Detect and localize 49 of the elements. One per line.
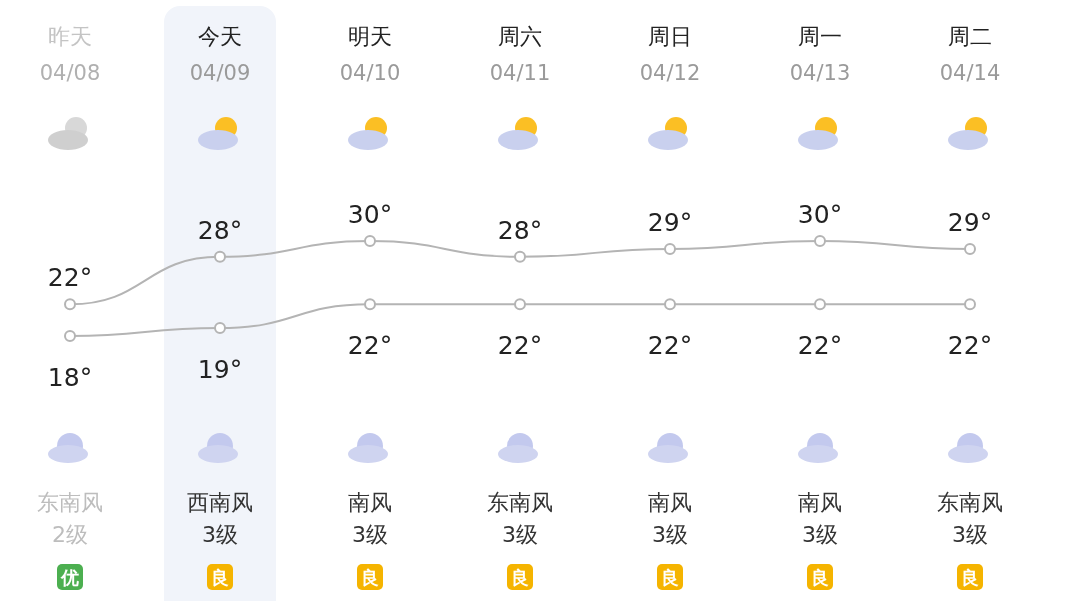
x-tick-label: 明天 04/10 xyxy=(339,24,401,85)
data-label: 22° xyxy=(947,331,993,361)
text: 优 xyxy=(60,567,79,588)
text: 东南风 3级 xyxy=(937,490,1003,547)
x-tick-label: 周二 04/14 xyxy=(939,24,1001,85)
point xyxy=(214,250,226,263)
point xyxy=(514,250,526,263)
data-label: 28° xyxy=(197,215,243,245)
data-label: 22° xyxy=(497,331,543,361)
point xyxy=(214,322,226,335)
data-label: 22° xyxy=(647,331,693,361)
text: 西南风 3级 xyxy=(187,490,253,547)
x-tick-label: 周六 04/11 xyxy=(489,24,551,85)
data-label: 28° xyxy=(497,215,543,245)
point xyxy=(814,298,826,311)
point xyxy=(64,298,76,311)
text: 良 xyxy=(961,567,979,588)
data-label: 30° xyxy=(347,200,393,229)
x-tick-label: 周一 04/13 xyxy=(789,24,851,85)
data-label: 19° xyxy=(197,355,243,385)
text: 良 xyxy=(211,567,229,588)
point xyxy=(64,330,76,342)
data-label: 22° xyxy=(47,263,93,293)
point xyxy=(514,298,526,311)
x-tick-label: 昨天 04/08 xyxy=(39,24,101,85)
x-tick-label: 周日 04/12 xyxy=(639,24,701,85)
point xyxy=(814,235,826,247)
x-tick-label: 今天 04/09 xyxy=(189,24,251,85)
point xyxy=(664,242,676,255)
text: 东南风 3级 xyxy=(487,490,553,547)
point xyxy=(964,298,976,311)
data-label: 29° xyxy=(647,207,693,237)
data-label: 30° xyxy=(797,200,843,229)
text: 良 xyxy=(811,567,829,588)
point xyxy=(364,298,376,311)
data-label: 22° xyxy=(347,331,393,361)
point xyxy=(964,242,976,255)
data-label: 29° xyxy=(947,207,993,237)
text: 良 xyxy=(511,567,529,588)
text: 南风 3级 xyxy=(798,490,842,547)
text: 东南风 2级 xyxy=(37,490,103,547)
text: 南风 3级 xyxy=(348,490,392,547)
data-label: 22° xyxy=(797,331,843,361)
text: 南风 3级 xyxy=(648,490,692,547)
text: 良 xyxy=(361,567,379,588)
text: 良 xyxy=(661,567,679,588)
point xyxy=(364,235,376,247)
data-label: 18° xyxy=(47,363,93,392)
point xyxy=(664,298,676,311)
